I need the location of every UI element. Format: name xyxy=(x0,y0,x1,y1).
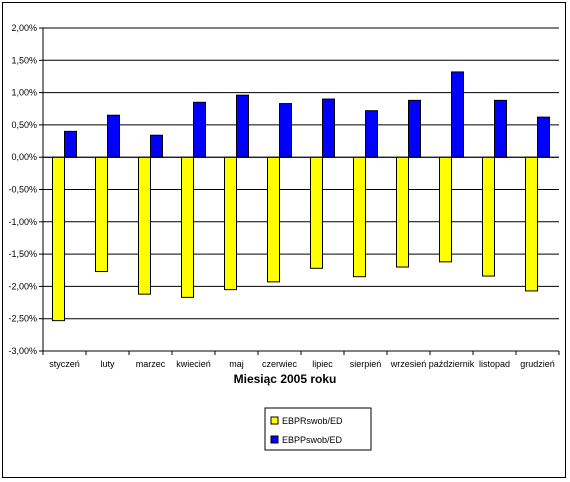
bar-ebpp xyxy=(107,114,120,158)
axes xyxy=(42,28,560,355)
bar-ebpp xyxy=(322,98,335,158)
bar-ebpr xyxy=(138,156,151,295)
bar-ebpp xyxy=(150,134,163,158)
bar-ebpr xyxy=(267,156,280,283)
y-tick-label: 0,00% xyxy=(11,152,37,162)
x-tick-label: wrzesień xyxy=(390,359,427,369)
y-tick-label: -0,50% xyxy=(8,185,37,195)
bar-ebpp xyxy=(193,101,206,158)
x-tick-labels: styczeń luty marzec kwiecień maj czerwiec lipi… xyxy=(49,359,555,369)
bar-chart: 2,00% 1,50% 1,00% 0,50% 0,00% -0,50% -1,00% -1,… xyxy=(8,23,560,451)
x-tick-label: listopad xyxy=(479,359,510,369)
y-tick-label: 1,50% xyxy=(11,55,37,65)
legend-box xyxy=(264,407,372,451)
x-tick-label: grudzień xyxy=(520,359,555,369)
x-tick-label: styczeń xyxy=(49,359,80,369)
legend-label: EBPRswob/ED xyxy=(282,416,343,426)
chart-frame: 2,00% 1,50% 1,00% 0,50% 0,00% -0,50% -1,00% -1,… xyxy=(2,2,566,478)
bar-ebpr xyxy=(224,156,237,291)
x-tick-label: czerwiec xyxy=(262,359,298,369)
bar-ebpp xyxy=(279,103,292,158)
y-tick-label: -1,50% xyxy=(8,249,37,259)
y-tick-labels: 2,00% 1,50% 1,00% 0,50% 0,00% -0,50% -1,00% -1,… xyxy=(8,23,37,356)
bar-ebpr xyxy=(310,156,323,269)
y-tick-label: 0,50% xyxy=(11,120,37,130)
bar-ebpp xyxy=(408,99,421,158)
bar-ebpp xyxy=(236,94,249,158)
bar-ebpp xyxy=(494,99,507,158)
legend-swatch xyxy=(270,435,279,444)
legend-swatch xyxy=(270,416,279,425)
legend: EBPRswob/ED EBPPswob/ED xyxy=(264,407,372,451)
x-tick-label: luty xyxy=(100,359,115,369)
bar-ebpr xyxy=(353,156,366,278)
x-axis-title: Miesiąc 2005 roku xyxy=(234,372,337,386)
y-tick-label: -1,00% xyxy=(8,217,37,227)
bar-ebpr xyxy=(52,156,65,322)
bar-ebpr xyxy=(396,156,409,268)
x-tick-label: maj xyxy=(229,359,244,369)
bar-ebpr xyxy=(95,156,108,273)
bar-ebpp xyxy=(64,130,77,158)
bar-ebpr xyxy=(439,156,452,263)
x-tick-label: sierpień xyxy=(350,359,382,369)
x-tick-label: październik xyxy=(429,359,475,369)
bar-ebpp xyxy=(451,71,464,158)
y-tick-label: -2,00% xyxy=(8,281,37,291)
y-tick-label: -3,00% xyxy=(8,346,37,356)
bar-ebpr xyxy=(482,156,495,277)
y-tick-label: 2,00% xyxy=(11,23,37,33)
bar-ebpp xyxy=(537,116,550,158)
bar-ebpr xyxy=(181,156,194,298)
y-tick-label: -2,50% xyxy=(8,314,37,324)
bar-ebpr xyxy=(525,156,538,292)
x-tick-label: kwiecień xyxy=(176,359,211,369)
bars xyxy=(52,71,550,322)
y-tick-label: 1,00% xyxy=(11,88,37,98)
bar-ebpp xyxy=(365,110,378,158)
x-tick-label: lipiec xyxy=(312,359,333,369)
x-tick-label: marzec xyxy=(136,359,166,369)
legend-label: EBPPswob/ED xyxy=(282,435,343,445)
